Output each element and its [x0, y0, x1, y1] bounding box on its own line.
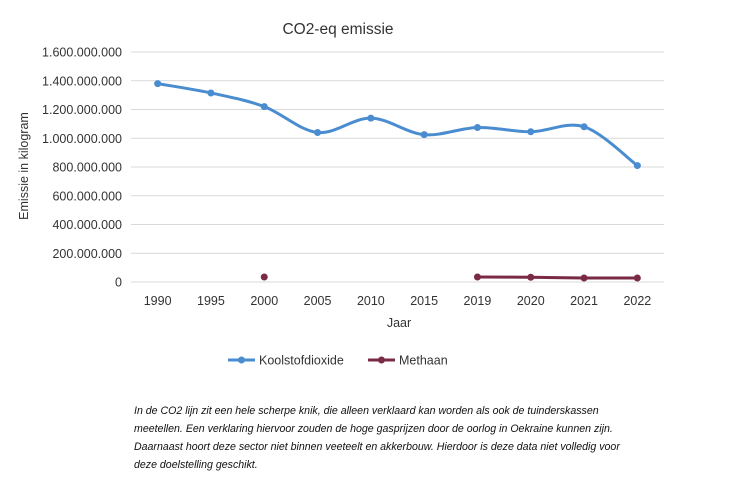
data-point — [633, 162, 641, 170]
data-point — [260, 103, 268, 111]
y-tick-label: 800.000.000 — [52, 161, 122, 175]
data-point — [580, 274, 588, 282]
x-tick-label: 2021 — [570, 294, 598, 308]
y-axis-ticks: 0 200.000.000 400.000.000 600.000.000 800.00… — [42, 46, 122, 290]
y-tick-label: 1.600.000.000 — [42, 46, 122, 60]
data-point — [367, 114, 375, 122]
y-tick-label: 1.000.000.000 — [42, 132, 122, 146]
x-tick-label: 1990 — [144, 294, 172, 308]
legend-label: Koolstofdioxide — [259, 354, 344, 368]
data-point — [527, 128, 535, 136]
gridlines — [131, 51, 664, 283]
note-line: In de CO2 lijn zit een hele scherpe knik… — [134, 405, 599, 417]
legend-marker — [238, 356, 245, 364]
explanatory-note: In de CO2 lijn zit een hele scherpe knik… — [134, 402, 724, 474]
y-tick-label: 200.000.000 — [52, 247, 122, 261]
x-axis-ticks: 1990 1995 2000 2005 2010 2015 2019 2020 2021 2022 — [144, 294, 652, 308]
y-axis-label: Emissie in kilogram — [17, 112, 31, 220]
note-line: Daarnaast hoort deze sector niet binnen … — [134, 441, 620, 453]
series-line — [475, 275, 639, 280]
x-tick-label: 2019 — [464, 294, 492, 308]
legend-marker — [378, 356, 385, 364]
note-line: meetellen. Een verklaring hiervoor zoude… — [134, 423, 613, 435]
data-point — [580, 123, 588, 131]
y-tick-label: 0 — [115, 276, 122, 290]
legend-label: Methaan — [399, 354, 448, 368]
y-tick-label: 400.000.000 — [52, 218, 122, 232]
y-tick-label: 600.000.000 — [52, 189, 122, 203]
legend: Koolstofdioxide Methaan — [228, 354, 448, 368]
data-point — [473, 273, 481, 281]
x-tick-label: 2005 — [304, 294, 332, 308]
data-point — [260, 273, 268, 281]
data-point — [473, 123, 481, 131]
x-tick-label: 2000 — [250, 294, 278, 308]
chart-title: CO2-eq emissie — [282, 21, 393, 38]
data-point — [314, 129, 322, 136]
data-point — [633, 274, 641, 282]
x-tick-label: 2015 — [410, 294, 438, 308]
data-point — [207, 89, 215, 97]
series-lines — [154, 80, 641, 282]
y-tick-label: 1.200.000.000 — [42, 103, 122, 117]
x-axis-label: Jaar — [387, 316, 411, 330]
note-line: deze doelstelling geschikt. — [134, 459, 258, 471]
x-tick-label: 1995 — [197, 294, 225, 308]
x-tick-label: 2010 — [357, 294, 385, 308]
x-tick-label: 2020 — [517, 294, 545, 308]
x-tick-label: 2022 — [623, 294, 651, 308]
data-point — [154, 80, 162, 88]
series-line — [156, 82, 639, 168]
line-chart: CO2-eq emissie 0 200.000.000 400.000.000 60… — [17, 21, 664, 368]
data-point — [420, 131, 428, 139]
y-tick-label: 1.400.000.000 — [42, 74, 122, 88]
data-point — [527, 273, 535, 281]
